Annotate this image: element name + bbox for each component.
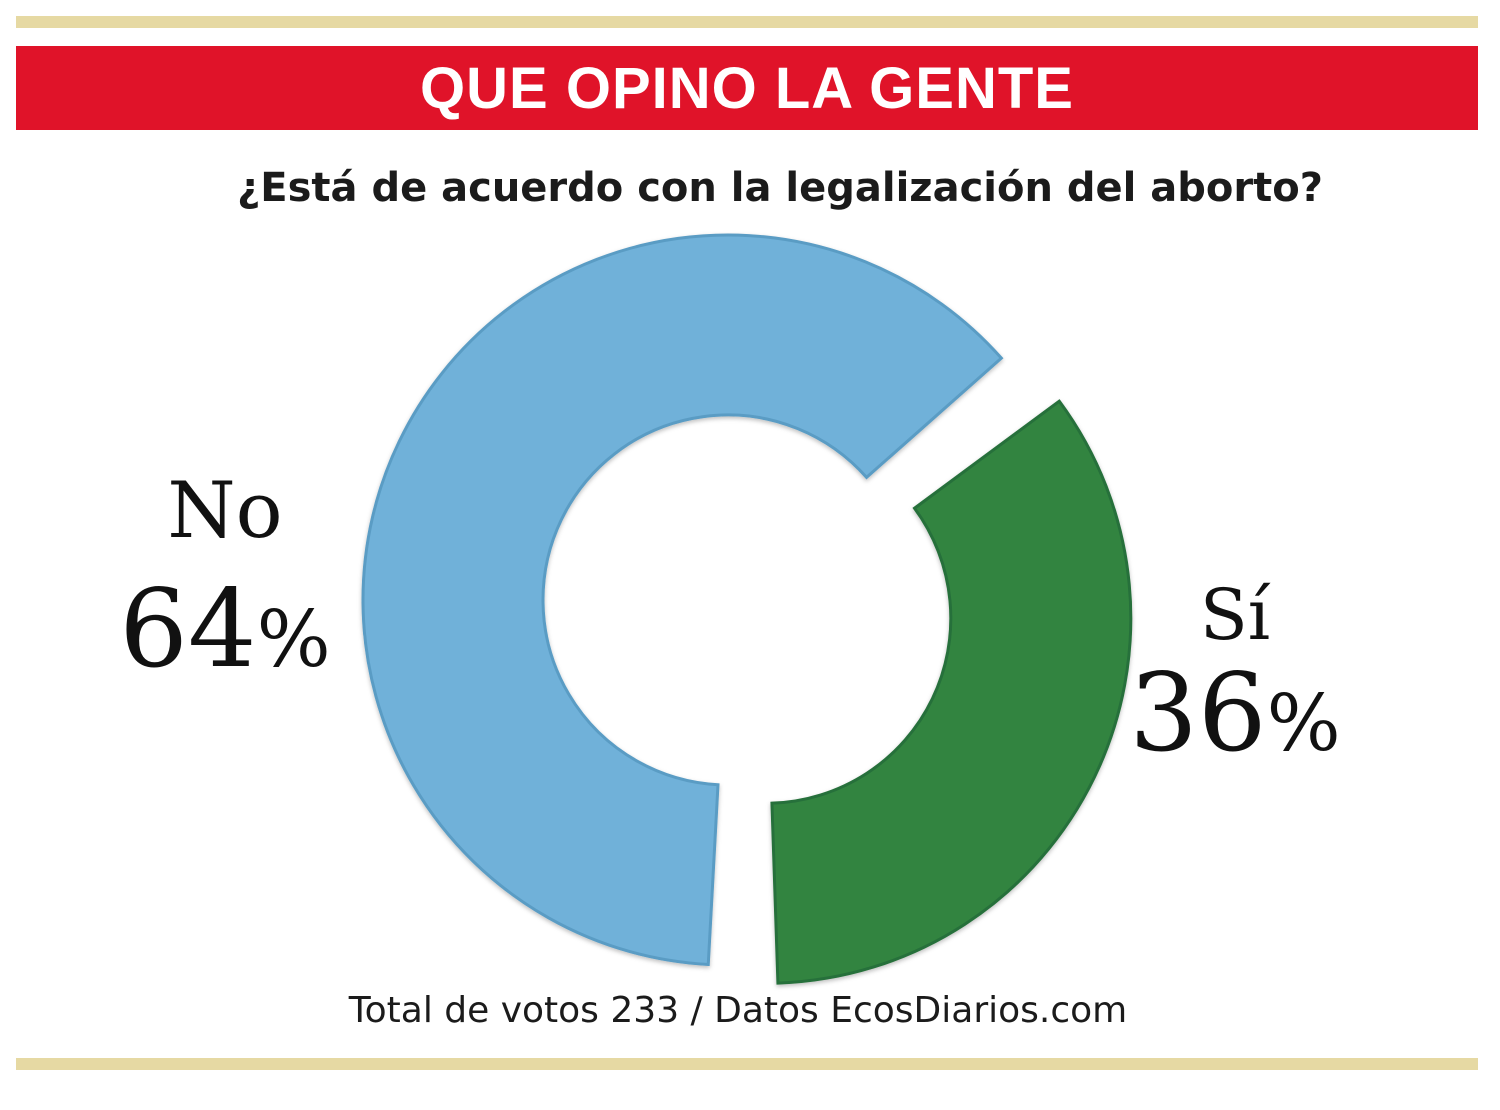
slice-no <box>361 233 1004 967</box>
header-banner: QUE OPINO LA GENTE <box>16 46 1478 130</box>
bottom-divider <box>16 1058 1478 1070</box>
slice-category-no: No <box>167 466 283 556</box>
slice-category-si: Sí <box>1199 574 1271 656</box>
slice-si <box>770 399 1133 985</box>
header-title: QUE OPINO LA GENTE <box>420 55 1074 121</box>
slice-percent-si: 36% <box>1110 660 1360 768</box>
source-footer: Total de votos 233 / Datos EcosDiarios.c… <box>348 990 1128 1031</box>
slice-percent-no: 64% <box>100 576 350 684</box>
slice-label-no: No 64% <box>100 472 350 684</box>
slice-value-no: 64 <box>119 567 257 692</box>
top-divider <box>16 16 1478 28</box>
slice-value-si: 36 <box>1129 651 1267 776</box>
slice-unit-si: % <box>1266 679 1341 769</box>
chart-question: ¿Está de acuerdo con la legalización del… <box>237 165 1323 211</box>
slice-unit-no: % <box>256 595 331 685</box>
slice-label-si: Sí 36% <box>1110 580 1360 768</box>
